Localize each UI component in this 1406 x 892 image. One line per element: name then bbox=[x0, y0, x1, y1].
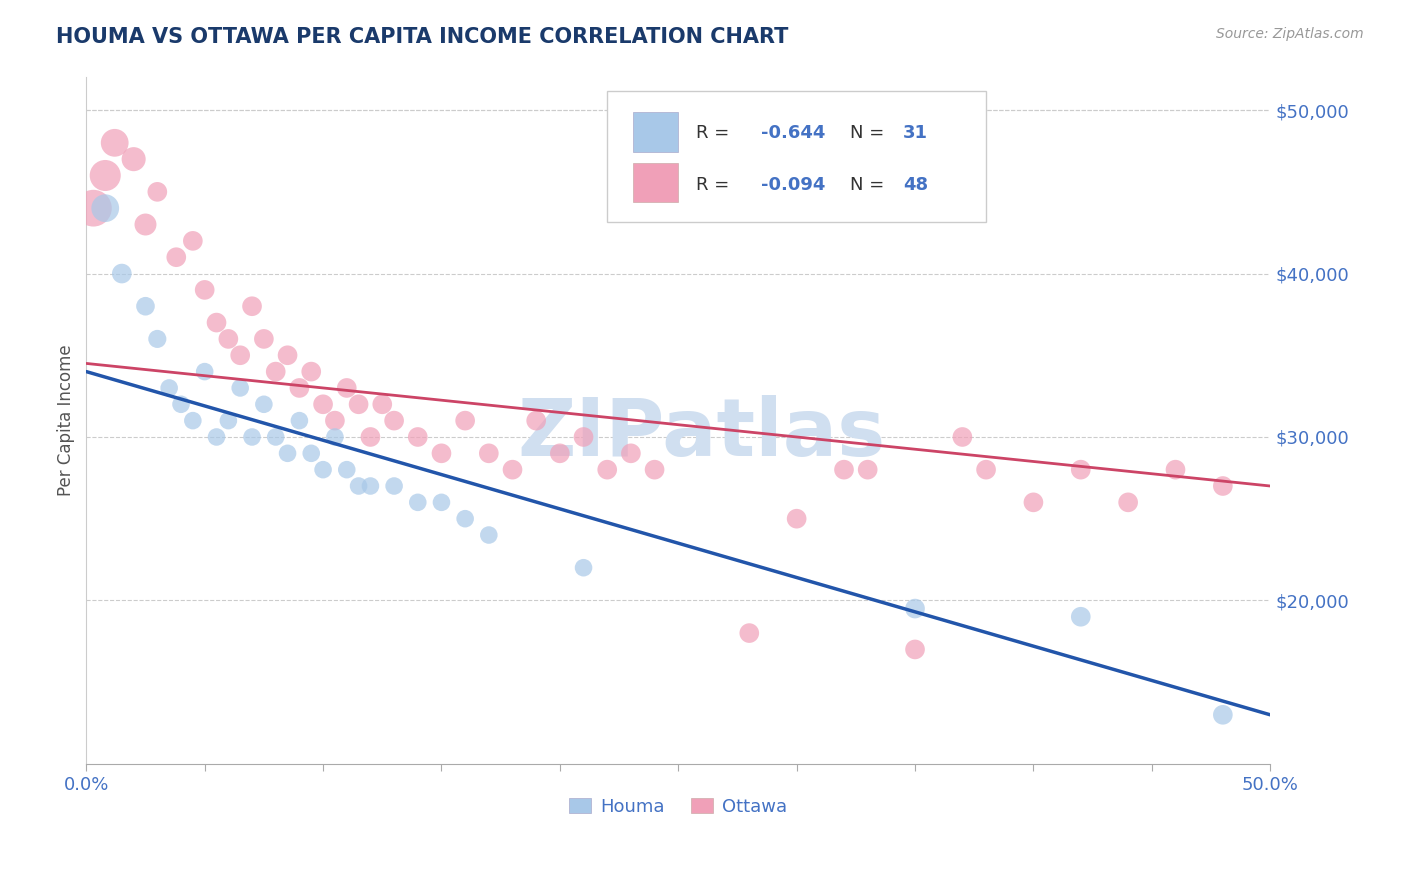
Point bbox=[974, 463, 997, 477]
Point bbox=[146, 332, 169, 346]
Point bbox=[406, 430, 429, 444]
Bar bbox=[633, 112, 678, 152]
Point bbox=[336, 463, 359, 477]
Point bbox=[229, 381, 252, 395]
Point bbox=[1116, 495, 1139, 509]
Point bbox=[122, 152, 145, 166]
FancyBboxPatch shape bbox=[607, 91, 986, 221]
Point bbox=[596, 463, 619, 477]
Point bbox=[620, 446, 643, 460]
Point bbox=[134, 218, 156, 232]
Text: N =: N = bbox=[849, 124, 890, 142]
Point bbox=[950, 430, 973, 444]
Point bbox=[312, 397, 335, 411]
Text: HOUMA VS OTTAWA PER CAPITA INCOME CORRELATION CHART: HOUMA VS OTTAWA PER CAPITA INCOME CORREL… bbox=[56, 27, 789, 46]
Point bbox=[312, 463, 335, 477]
Text: R =: R = bbox=[696, 124, 735, 142]
Point bbox=[277, 446, 299, 460]
Point bbox=[181, 234, 204, 248]
Point bbox=[1212, 479, 1234, 493]
Point bbox=[1070, 463, 1092, 477]
Point bbox=[502, 463, 524, 477]
Point bbox=[572, 560, 595, 574]
Point bbox=[430, 446, 453, 460]
Point bbox=[1164, 463, 1187, 477]
Point bbox=[347, 479, 370, 493]
Point bbox=[253, 332, 276, 346]
Point bbox=[205, 316, 228, 330]
Point bbox=[1212, 707, 1234, 722]
Point bbox=[359, 430, 381, 444]
Point bbox=[347, 397, 370, 411]
Point bbox=[217, 332, 239, 346]
Point bbox=[194, 283, 217, 297]
Text: R =: R = bbox=[696, 176, 735, 194]
Point bbox=[454, 414, 477, 428]
Point bbox=[170, 397, 193, 411]
Point bbox=[240, 430, 263, 444]
Text: N =: N = bbox=[849, 176, 890, 194]
Text: ZIPatlas: ZIPatlas bbox=[517, 395, 886, 474]
Point bbox=[832, 463, 855, 477]
Point bbox=[382, 414, 405, 428]
Point bbox=[371, 397, 394, 411]
Point bbox=[478, 446, 501, 460]
Point bbox=[323, 430, 346, 444]
Point bbox=[548, 446, 571, 460]
Point bbox=[323, 414, 346, 428]
Text: 31: 31 bbox=[903, 124, 928, 142]
Point bbox=[359, 479, 381, 493]
Bar bbox=[633, 162, 678, 202]
Point bbox=[205, 430, 228, 444]
Text: -0.094: -0.094 bbox=[761, 176, 825, 194]
Point bbox=[94, 201, 117, 215]
Point bbox=[165, 250, 187, 264]
Point bbox=[82, 201, 104, 215]
Point bbox=[1070, 609, 1092, 624]
Point bbox=[229, 348, 252, 362]
Point bbox=[277, 348, 299, 362]
Point bbox=[111, 267, 134, 281]
Point bbox=[454, 511, 477, 525]
Point bbox=[264, 365, 287, 379]
Point bbox=[253, 397, 276, 411]
Point bbox=[644, 463, 666, 477]
Point bbox=[572, 430, 595, 444]
Point bbox=[299, 365, 322, 379]
Y-axis label: Per Capita Income: Per Capita Income bbox=[58, 345, 75, 497]
Point bbox=[264, 430, 287, 444]
Point bbox=[738, 626, 761, 640]
Point bbox=[382, 479, 405, 493]
Point bbox=[288, 414, 311, 428]
Point bbox=[904, 642, 927, 657]
Point bbox=[134, 299, 156, 313]
Point bbox=[194, 365, 217, 379]
Point bbox=[94, 169, 117, 183]
Point bbox=[240, 299, 263, 313]
Point bbox=[856, 463, 879, 477]
Point bbox=[288, 381, 311, 395]
Point bbox=[181, 414, 204, 428]
Point bbox=[146, 185, 169, 199]
Text: -0.644: -0.644 bbox=[761, 124, 825, 142]
Point bbox=[786, 511, 808, 525]
Point bbox=[336, 381, 359, 395]
Point bbox=[904, 601, 927, 615]
Point bbox=[1022, 495, 1045, 509]
Legend: Houma, Ottawa: Houma, Ottawa bbox=[562, 791, 794, 823]
Point bbox=[299, 446, 322, 460]
Point bbox=[104, 136, 127, 150]
Text: Source: ZipAtlas.com: Source: ZipAtlas.com bbox=[1216, 27, 1364, 41]
Point bbox=[478, 528, 501, 542]
Point bbox=[157, 381, 180, 395]
Point bbox=[217, 414, 239, 428]
Text: 48: 48 bbox=[903, 176, 928, 194]
Point bbox=[524, 414, 547, 428]
Point bbox=[430, 495, 453, 509]
Point bbox=[406, 495, 429, 509]
